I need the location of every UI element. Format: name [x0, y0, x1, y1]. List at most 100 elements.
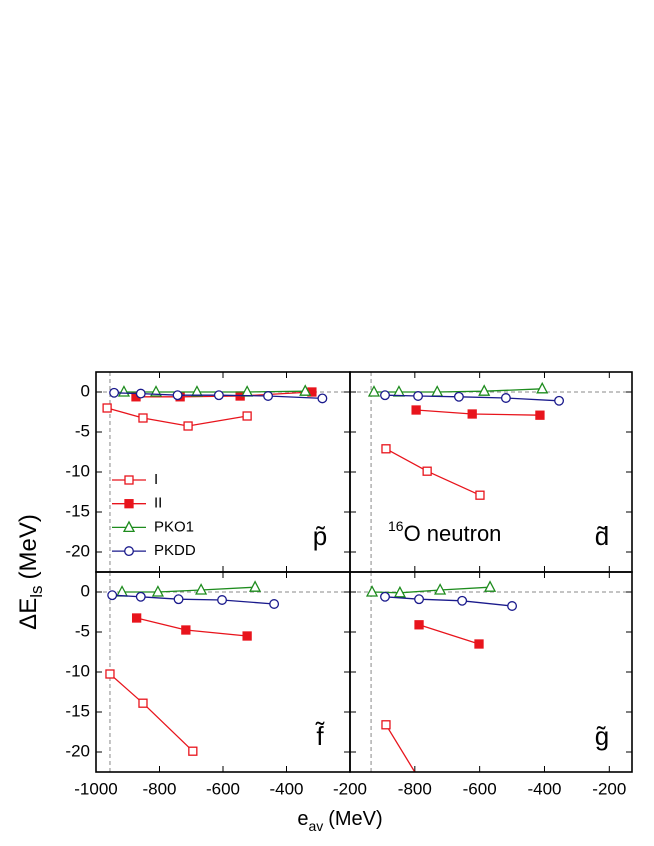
marker: [365, 585, 379, 597]
marker: [367, 385, 381, 397]
marker: [181, 625, 191, 635]
marker: [213, 390, 224, 401]
y-label-sub: ls: [27, 586, 46, 598]
y-tick-label: -20: [65, 741, 90, 760]
y-label-main: ΔE: [15, 598, 42, 630]
marker: [381, 444, 391, 454]
series-line: [122, 586, 256, 593]
marker: [195, 583, 208, 595]
series-line: [123, 390, 306, 393]
y-tick-label: -20: [65, 541, 90, 560]
marker: [131, 613, 142, 623]
series-line: [106, 407, 248, 427]
marker: [188, 746, 198, 756]
marker: [535, 410, 545, 420]
x-tick-label: -200: [333, 779, 367, 798]
y-tick-label: -5: [75, 621, 90, 640]
marker: [135, 388, 146, 399]
legend-label: PKDD: [154, 542, 196, 559]
marker: [269, 599, 280, 609]
marker: [414, 620, 424, 630]
x-label-sub: av: [308, 818, 323, 834]
y-tick-label: -5: [75, 421, 90, 440]
marker: [242, 631, 252, 641]
legend-label: I: [154, 471, 158, 488]
legend-marker: [124, 546, 134, 557]
marker: [263, 391, 274, 401]
marker: [138, 413, 148, 423]
x-axis-label: eav (MeV): [297, 808, 382, 833]
legend-marker: [124, 499, 134, 509]
x-label-unit: (MeV): [328, 808, 382, 830]
marker: [500, 393, 511, 403]
marker: [467, 409, 477, 419]
marker: [554, 395, 565, 406]
x-tick-label: -1000: [74, 779, 117, 798]
y-tick-label: -10: [65, 661, 90, 680]
marker: [411, 405, 421, 415]
annotation-text: O neutron: [404, 521, 502, 546]
legend-label: II: [154, 495, 162, 512]
panel-label: d̃: [595, 521, 609, 551]
marker: [173, 594, 184, 605]
x-tick-label: -800: [142, 779, 176, 798]
series-line: [385, 724, 416, 772]
marker: [413, 391, 424, 401]
marker: [135, 591, 146, 602]
marker: [117, 385, 131, 397]
marker: [190, 385, 204, 397]
marker: [434, 583, 447, 595]
panel-label: p̃: [313, 521, 327, 551]
marker: [507, 601, 518, 611]
marker: [475, 490, 485, 500]
marker: [474, 639, 484, 649]
marker: [115, 585, 129, 597]
marker: [109, 387, 120, 398]
plot-area: [365, 580, 518, 772]
y-tick-label: 0: [81, 381, 90, 400]
series-line: [384, 596, 513, 607]
series-line: [136, 391, 312, 398]
x-tick-label: -600: [206, 779, 240, 798]
marker: [431, 385, 444, 397]
x-tick-label: -200: [592, 779, 626, 798]
y-tick-label: -10: [65, 461, 90, 480]
marker: [483, 580, 497, 592]
marker: [536, 381, 549, 394]
marker: [381, 720, 391, 730]
marker: [217, 595, 227, 605]
marker: [241, 385, 254, 397]
marker: [172, 390, 183, 401]
marker: [105, 669, 115, 679]
marker: [138, 698, 148, 708]
annotation: 16O neutron: [388, 518, 501, 546]
x-label-main: e: [297, 808, 308, 830]
x-tick-label: -600: [463, 779, 497, 798]
legend-marker: [124, 475, 134, 485]
panel-frame: [349, 571, 633, 773]
marker: [414, 594, 424, 605]
y-tick-label: -15: [65, 701, 90, 720]
plot-area: [105, 580, 280, 756]
marker: [457, 595, 468, 606]
marker: [102, 403, 112, 413]
marker: [422, 466, 432, 476]
x-tick-label: -800: [398, 779, 432, 798]
marker: [183, 421, 193, 431]
marker: [478, 384, 491, 396]
x-tick-label: -400: [269, 779, 303, 798]
marker: [248, 580, 262, 592]
marker: [151, 585, 164, 597]
series-line: [418, 624, 480, 645]
marker: [453, 391, 464, 402]
y-tick-label: 0: [81, 581, 90, 600]
series-line: [416, 409, 540, 416]
marker: [393, 585, 406, 598]
y-axis-label: ΔEls (MeV): [15, 514, 46, 630]
y-tick-label: -15: [65, 501, 90, 520]
series-line: [384, 394, 560, 402]
marker: [299, 384, 312, 396]
marker: [380, 591, 390, 602]
